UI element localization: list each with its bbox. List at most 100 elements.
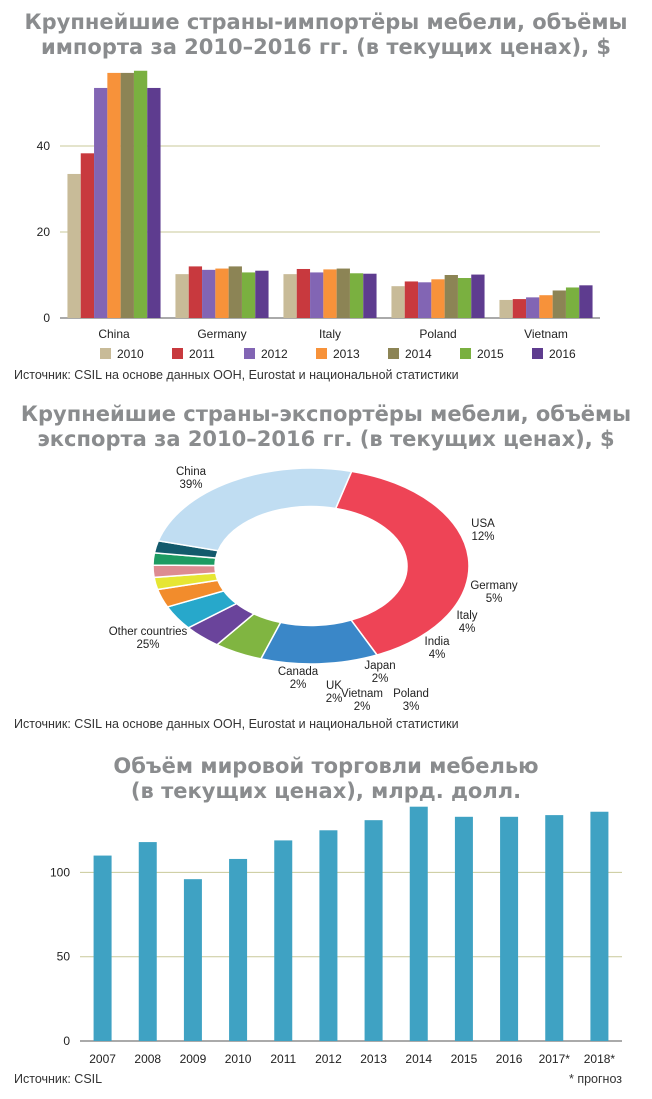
import-bar [418,282,432,318]
import-bar [579,285,593,318]
donut-slice-label: USA [471,518,495,530]
donut-slice-label: Germany [470,580,518,592]
import-bar [202,269,216,318]
import-bar [147,87,161,318]
trade-bar [364,820,383,1041]
donut-slice-label: Japan [364,660,395,672]
trade-title-line2: (в текущих ценах), млрд. долл. [130,779,522,803]
import-source-note: Источник: CSIL на основе данных ООН, Eur… [14,368,459,382]
import-legend-swatch [244,348,255,359]
import-bar [241,272,256,318]
donut-slice-label: Other countries [109,626,188,638]
donut-slice-percent: 2% [326,693,343,705]
import-bar [391,286,405,318]
import-bar [80,153,95,318]
import-bar [107,72,121,319]
import-chart-title: Крупнейшие страны-импортёры мебели, объё… [0,10,652,60]
import-bar [552,290,566,318]
import-legend-swatch [388,348,399,359]
import-bar [431,279,445,318]
import-bar [94,87,108,318]
import-legend-swatch [532,348,543,359]
import-bar [349,273,364,318]
donut-slice-label: Canada [278,666,319,678]
import-legend-label: 2014 [405,347,432,361]
import-legend-swatch [100,348,111,359]
import-y-tick-label: 0 [43,311,50,325]
import-bar [133,70,148,318]
trade-bar [500,816,519,1041]
import-bar [457,278,472,318]
trade-x-tick-label: 2017* [539,1052,571,1066]
import-bar [363,273,377,318]
import-legend-label: 2012 [261,347,288,361]
import-bar [67,173,81,318]
donut-slice-percent: 2% [354,701,371,713]
donut-slice-percent: 2% [372,673,389,685]
import-bar [404,281,419,318]
export-source-note: Источник: CSIL на основе данных ООН, Eur… [14,717,459,731]
import-legend-swatch [316,348,327,359]
trade-x-tick-label: 2014 [405,1052,432,1066]
donut-slice-label: India [425,636,451,648]
import-legend-swatch [172,348,183,359]
donut-slice-percent: 39% [179,479,202,491]
import-x-tick-label: Vietnam [524,327,568,341]
trade-y-tick-label: 100 [50,865,70,879]
trade-x-tick-label: 2009 [180,1052,207,1066]
import-bar [228,266,242,318]
donut-slice-percent: 3% [403,701,420,713]
import-bar [526,297,540,318]
donut-slice-label: China [176,466,207,478]
trade-y-tick-label: 0 [63,1034,70,1048]
import-bar [310,272,324,318]
trade-bar [590,811,609,1041]
import-bar [565,287,580,318]
import-bar [175,274,189,318]
trade-x-tick-label: 2018* [584,1052,616,1066]
import-bar [336,268,350,318]
trade-bar [319,830,338,1041]
trade-bar [183,879,202,1041]
export-title-line1: Крупнейшие страны-экспортёры мебели, объ… [20,402,632,426]
import-bar [296,268,311,318]
donut-slice [334,470,470,656]
donut-slice-percent: 4% [429,649,446,661]
donut-slice-label: Vietnam [341,688,383,700]
trade-bar [274,840,293,1041]
import-bar [120,72,134,319]
world-trade-bar-chart: 0 50 100 2007 2008 2009 2010 2011 2012 2013 2014 20… [50,806,622,1066]
import-x-tick-label: China [98,327,130,341]
trade-bar [545,815,564,1041]
export-chart-title: Крупнейшие страны-экспортёры мебели, объ… [0,402,652,452]
import-legend-swatch [460,348,471,359]
import-x-tick-label: Germany [197,327,246,341]
import-bar [188,266,203,318]
import-bar-chart: 0 20 40 China Germany Italy Poland Vietnam 2010 2… [37,70,600,361]
trade-x-tick-label: 2010 [225,1052,252,1066]
import-x-tick-label: Italy [319,327,341,341]
export-donut-chart: China39%USA12%Germany5%Italy4%India4%Pol… [109,466,518,713]
import-x-tick-label: Poland [419,327,456,341]
trade-x-tick-label: 2007 [89,1052,116,1066]
donut-slice-label: UK [326,680,342,692]
trade-x-tick-label: 2011 [270,1052,296,1066]
import-bar [444,275,458,318]
import-title-line2: импорта за 2010–2016 гг. (в текущих цена… [41,35,611,59]
donut-slice-percent: 5% [486,593,503,605]
import-y-tick-label: 40 [37,139,51,153]
trade-chart-title: Объём мировой торговли мебелью (в текущи… [0,754,652,804]
import-bar [471,274,485,318]
import-legend-label: 2016 [549,347,576,361]
donut-slice-percent: 2% [290,679,307,691]
import-bar [323,269,337,318]
import-bar [255,270,269,318]
import-title-line1: Крупнейшие страны-импортёры мебели, объё… [24,10,628,34]
trade-title-line1: Объём мировой торговли мебелью [113,754,539,778]
trade-x-tick-label: 2015 [451,1052,478,1066]
donut-slice-label: Poland [393,688,429,700]
donut-slice-label: Italy [456,610,477,622]
trade-bar [454,816,473,1041]
trade-bar [93,855,112,1041]
import-bar [499,299,513,318]
